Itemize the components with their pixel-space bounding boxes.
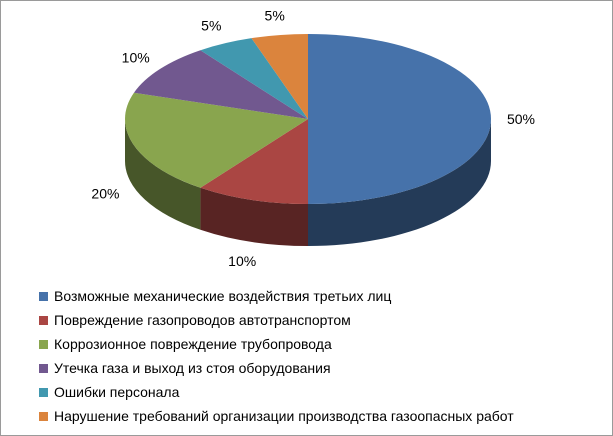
legend-label-1: Возможные механические воздействия треть… [54, 288, 392, 304]
data-label-5: 5% [201, 17, 221, 33]
pie-slice-3 [125, 92, 308, 188]
legend-item-6: Нарушение требований организации произво… [39, 404, 514, 428]
legend-label-3: Коррозионное повреждение трубопровода [54, 336, 332, 352]
legend-label-2: Повреждение газопроводов автотранспортом [54, 312, 351, 328]
legend-label-4: Утечка газа и выход из стоя оборудования [54, 360, 331, 376]
pie-chart: 50% 10% 20% 10% 5% 5% [91, 7, 535, 269]
data-label-6: 5% [265, 7, 285, 23]
pie-slice-2 [200, 119, 308, 204]
pie-slice-side-3 [125, 119, 201, 230]
legend-item-4: Утечка газа и выход из стоя оборудования [39, 356, 514, 380]
legend-swatch-4 [39, 363, 48, 373]
pie-slice-side-2 [200, 187, 308, 246]
pie-slice-side-1 [308, 119, 491, 246]
legend: Возможные механические воздействия треть… [39, 284, 514, 428]
legend-item-5: Ошибки персонала [39, 380, 514, 404]
pie-slice-5 [200, 38, 308, 119]
legend-swatch-3 [39, 339, 48, 349]
legend-label-6: Нарушение требований организации произво… [54, 408, 514, 424]
data-label-1: 50% [507, 111, 535, 127]
data-label-2: 10% [228, 253, 256, 269]
pie-slice-4 [133, 50, 308, 120]
legend-swatch-5 [39, 387, 48, 397]
data-label-4: 10% [122, 49, 150, 65]
legend-swatch-6 [39, 411, 48, 421]
pie-slice-1 [308, 34, 491, 204]
pie-slice-6 [251, 34, 308, 119]
legend-swatch-1 [39, 291, 48, 301]
legend-swatch-2 [39, 315, 48, 325]
legend-item-1: Возможные механические воздействия треть… [39, 284, 514, 308]
legend-label-5: Ошибки персонала [54, 384, 180, 400]
legend-item-3: Коррозионное повреждение трубопровода [39, 332, 514, 356]
legend-item-2: Повреждение газопроводов автотранспортом [39, 308, 514, 332]
data-label-3: 20% [91, 185, 119, 201]
